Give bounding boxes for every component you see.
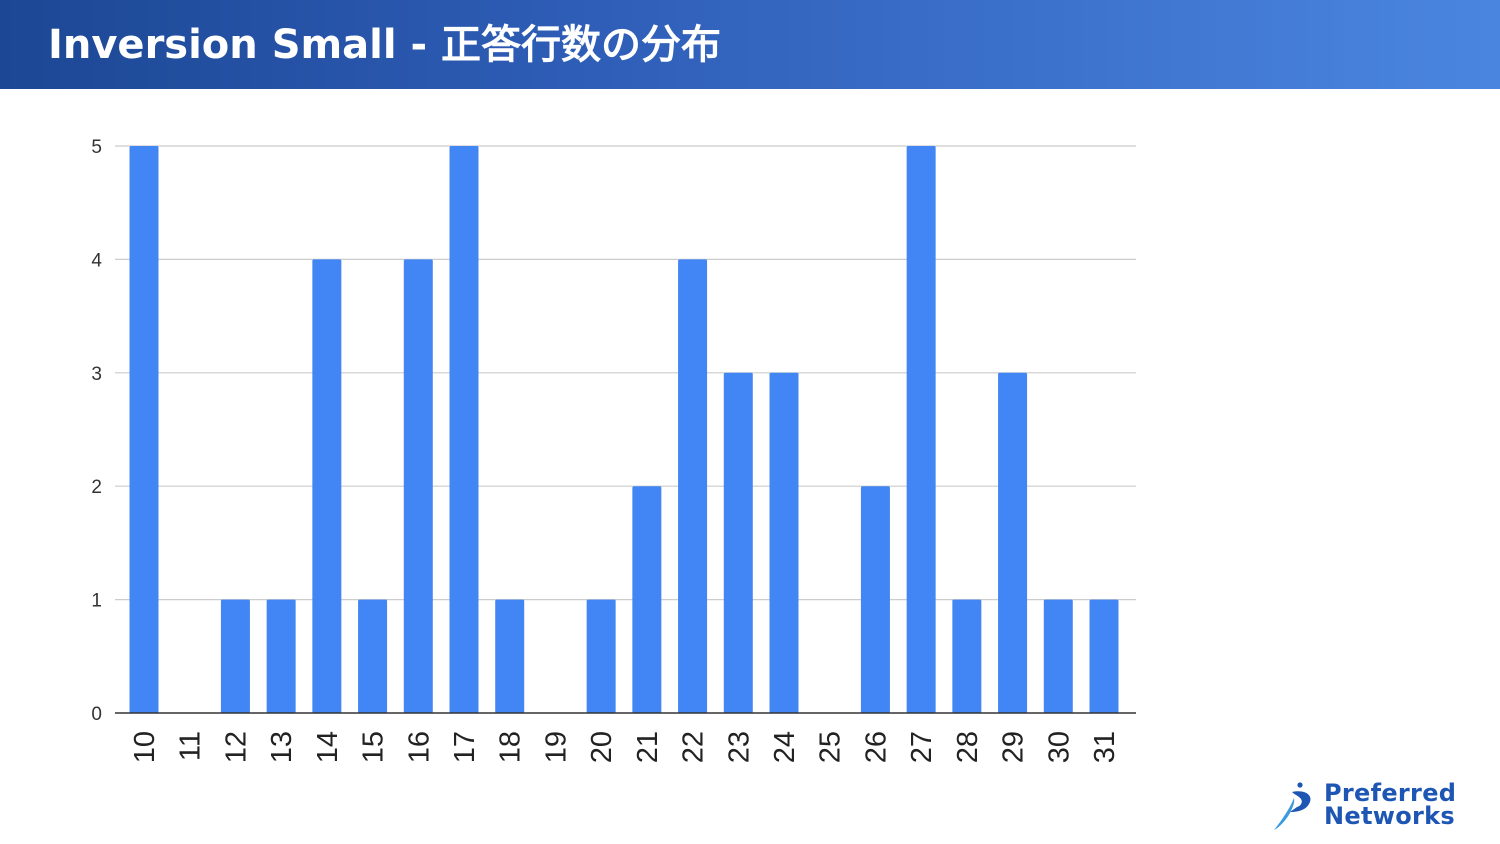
bar-26 xyxy=(860,486,890,713)
bar-22 xyxy=(678,259,708,713)
bar-24 xyxy=(769,372,799,713)
y-tick-label-2: 2 xyxy=(91,477,102,498)
x-tick-label-23: 23 xyxy=(723,731,755,763)
bar-15 xyxy=(358,599,388,713)
x-tick-label-28: 28 xyxy=(952,731,984,763)
y-tick-label-5: 5 xyxy=(91,137,102,158)
bar-20 xyxy=(586,599,616,713)
x-tick-label-11: 11 xyxy=(175,731,207,761)
header-bar: Inversion Small - 正答行数の分布 xyxy=(0,0,1500,89)
bar-14 xyxy=(312,259,342,713)
x-tick-label-13: 13 xyxy=(266,731,298,763)
logo-line-preferred: Preferred xyxy=(1324,779,1457,807)
grid-lines xyxy=(115,145,1136,601)
y-tick-label-1: 1 xyxy=(91,591,102,612)
y-tick-label-4: 4 xyxy=(91,250,102,271)
x-tick-label-21: 21 xyxy=(632,731,664,763)
preferred-networks-logo: Preferred Networks xyxy=(1270,780,1485,835)
bar-10 xyxy=(129,146,159,713)
x-tick-label-31: 31 xyxy=(1089,731,1121,763)
bar-23 xyxy=(723,372,753,713)
y-axis-tick-labels: 0 1 2 3 4 5 xyxy=(91,137,102,725)
x-tick-label-10: 10 xyxy=(129,731,161,763)
y-tick-label-3: 3 xyxy=(91,364,102,385)
x-tick-label-22: 22 xyxy=(678,731,710,763)
bar-29 xyxy=(998,372,1028,713)
bar-27 xyxy=(906,146,936,713)
bar-21 xyxy=(632,486,662,713)
x-tick-label-17: 17 xyxy=(449,731,481,763)
x-tick-label-19: 19 xyxy=(540,731,572,763)
bars xyxy=(129,146,1119,713)
bar-18 xyxy=(495,599,525,713)
x-tick-label-15: 15 xyxy=(358,731,390,763)
x-tick-label-26: 26 xyxy=(860,731,892,763)
logo-line-networks: Networks xyxy=(1324,802,1455,830)
pfn-mark-icon xyxy=(1274,782,1311,830)
x-tick-label-24: 24 xyxy=(769,731,801,763)
x-axis-tick-labels: 10 11 12 13 14 15 16 17 18 19 20 21 22 23 24 25 26 27 28 29… xyxy=(129,731,1121,763)
y-tick-label-0: 0 xyxy=(91,704,102,725)
x-tick-label-20: 20 xyxy=(586,731,618,763)
bar-28 xyxy=(952,599,982,713)
x-tick-label-27: 27 xyxy=(906,731,938,763)
slide-title: Inversion Small - 正答行数の分布 xyxy=(48,22,722,68)
logo-wordmark: Preferred Networks xyxy=(1324,779,1457,830)
bar-13 xyxy=(266,599,296,713)
x-tick-label-25: 25 xyxy=(815,731,847,763)
bar-16 xyxy=(403,259,433,713)
x-tick-label-18: 18 xyxy=(495,731,527,763)
bar-12 xyxy=(220,599,250,713)
x-tick-label-29: 29 xyxy=(998,731,1030,763)
x-tick-label-16: 16 xyxy=(403,731,435,763)
x-tick-label-14: 14 xyxy=(312,731,344,763)
bar-17 xyxy=(449,146,479,713)
bar-31 xyxy=(1089,599,1119,713)
x-tick-label-12: 12 xyxy=(220,731,252,763)
x-tick-label-30: 30 xyxy=(1043,731,1075,763)
bar-30 xyxy=(1043,599,1073,713)
